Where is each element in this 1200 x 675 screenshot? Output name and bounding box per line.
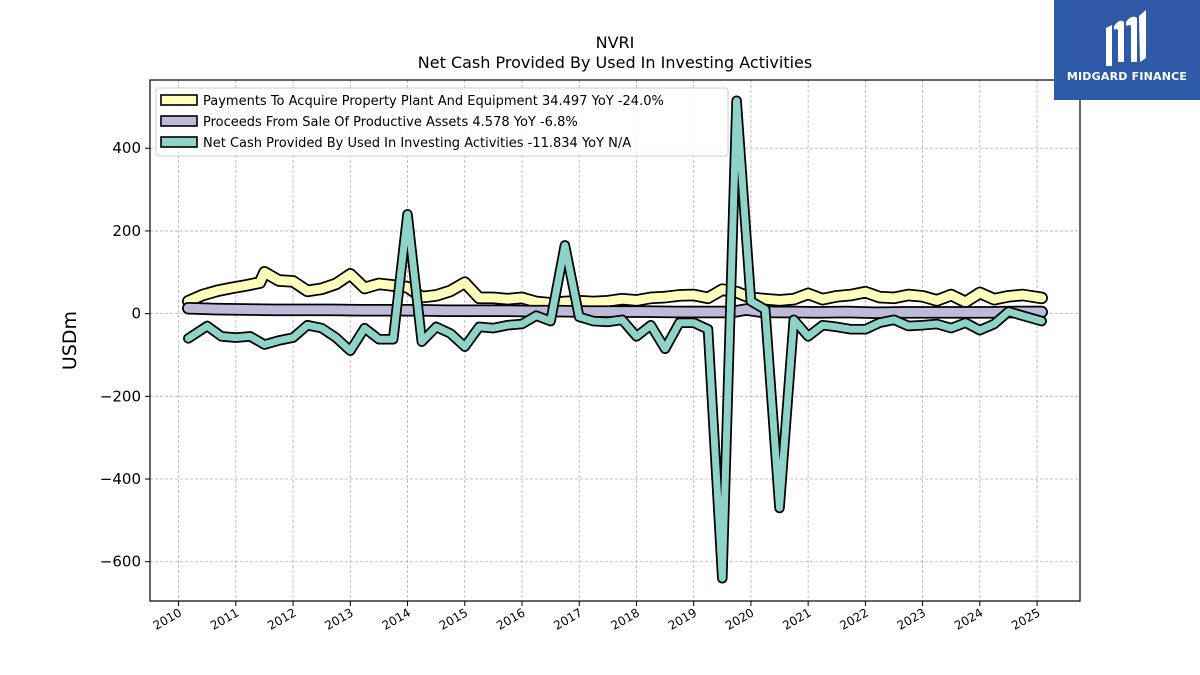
legend-label: Net Cash Provided By Used In Investing A… xyxy=(203,136,631,151)
x-tick-label: 2024 xyxy=(952,605,985,632)
x-tick-label: 2017 xyxy=(551,605,584,632)
x-tick-label: 2015 xyxy=(437,605,470,632)
x-tick-label: 2025 xyxy=(1009,605,1042,632)
series-line xyxy=(183,303,1047,318)
series-line xyxy=(184,97,1046,582)
x-tick-label: 2020 xyxy=(723,605,756,632)
series-group xyxy=(182,95,1048,584)
x-tick-label: 2010 xyxy=(151,605,184,632)
x-tick-label: 2018 xyxy=(609,605,642,632)
y-tick-label: 0 xyxy=(131,305,141,323)
x-tick-label: 2023 xyxy=(895,605,928,632)
chart-subtitle: Net Cash Provided By Used In Investing A… xyxy=(418,53,812,72)
x-tick-label: 2021 xyxy=(780,605,813,632)
axis-ticks: 2010 2011 2012 2013 2014 2015 2016 2017 2018 2019… xyxy=(100,139,1043,633)
y-tick-label: 200 xyxy=(112,222,141,240)
x-tick-label: 2012 xyxy=(265,605,298,632)
legend-swatch xyxy=(160,115,198,127)
brand-name: MIDGARD FINANCE xyxy=(1066,70,1188,83)
x-tick-label: 2016 xyxy=(494,605,527,632)
x-tick-label: 2019 xyxy=(666,605,699,632)
brand-logo: MIDGARD FINANCE xyxy=(1054,0,1200,100)
series-line xyxy=(183,267,1047,308)
legend-label: Payments To Acquire Property Plant And E… xyxy=(203,94,664,109)
x-tick-label: 2014 xyxy=(380,605,413,632)
y-tick-label: −200 xyxy=(100,387,141,405)
x-tick-label: 2011 xyxy=(208,605,241,632)
y-tick-label: −600 xyxy=(100,553,141,571)
legend-swatch xyxy=(160,94,198,106)
legend-label: Proceeds From Sale Of Productive Assets … xyxy=(203,115,578,130)
legend: Payments To Acquire Property Plant And E… xyxy=(155,87,729,157)
series-line-outline xyxy=(183,95,1047,584)
x-tick-label: 2022 xyxy=(837,605,870,632)
plot-frame xyxy=(149,79,1081,602)
chart-title: NVRI xyxy=(596,33,635,52)
legend-swatch xyxy=(160,136,198,148)
legend-box xyxy=(155,87,729,157)
y-axis-label: USDm xyxy=(59,311,81,370)
y-tick-label: −400 xyxy=(100,470,141,488)
y-tick-label: 400 xyxy=(112,139,141,157)
midgard-logo-icon xyxy=(1106,10,1146,66)
x-tick-label: 2013 xyxy=(322,605,355,632)
